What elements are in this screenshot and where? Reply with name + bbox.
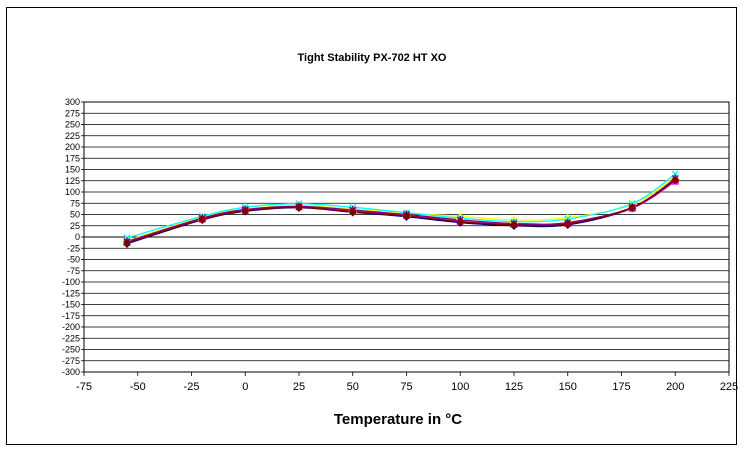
- y-tick-label: 250: [65, 120, 80, 130]
- x-tick-label: 100: [451, 381, 469, 393]
- y-tick-label: -50: [67, 255, 80, 265]
- y-tick-label: -150: [62, 300, 80, 310]
- y-tick-label: -300: [62, 367, 80, 377]
- y-tick-label: 200: [65, 142, 80, 152]
- series-line: [127, 179, 675, 242]
- data-point: [242, 208, 248, 214]
- x-tick-label: 150: [559, 381, 577, 393]
- y-tick-label: -125: [62, 288, 80, 298]
- data-point: [404, 213, 410, 219]
- axes: [81, 102, 729, 376]
- x-tick-label: 25: [293, 381, 305, 393]
- x-tick-label: 50: [347, 381, 359, 393]
- data-point: [296, 204, 302, 210]
- y-tick-label: 275: [65, 108, 80, 118]
- y-tick-label: 0: [75, 232, 80, 242]
- data-point: [511, 222, 517, 228]
- x-tick-label: 225: [720, 381, 738, 393]
- y-tick-label: -250: [62, 345, 80, 355]
- data-point: [199, 216, 205, 222]
- series-line: [127, 174, 675, 238]
- x-tick-labels: -75 -50 -25 0 25 50 75 100 125 150 175 200 225: [76, 381, 738, 393]
- series-line: [127, 176, 675, 240]
- data-point: [350, 209, 356, 215]
- y-tick-label: 150: [65, 165, 80, 175]
- y-tick-label: -25: [67, 243, 80, 253]
- y-tick-label: 125: [65, 176, 80, 186]
- x-tick-label: 175: [612, 381, 630, 393]
- y-tick-label: -275: [62, 356, 80, 366]
- y-tick-label: 175: [65, 153, 80, 163]
- data-point: [124, 240, 130, 246]
- x-tick-label: 0: [242, 381, 248, 393]
- data-point: [672, 177, 678, 183]
- y-tick-label: 300: [65, 97, 80, 107]
- y-tick-label: 50: [70, 210, 80, 220]
- x-tick-label: 200: [666, 381, 684, 393]
- data-point: [629, 205, 635, 211]
- y-tick-labels: 3002752502252001751501251007550250-25-50…: [62, 97, 80, 377]
- y-tick-label: -200: [62, 322, 80, 332]
- y-tick-label: -175: [62, 311, 80, 321]
- x-tick-label: -25: [184, 381, 200, 393]
- data-point: [565, 221, 571, 227]
- y-tick-label: -225: [62, 333, 80, 343]
- y-tick-label: -100: [62, 277, 80, 287]
- x-axis-title: Temperature in °C: [0, 411, 744, 428]
- data-point: [457, 219, 463, 225]
- series-markers: [124, 171, 679, 247]
- x-tick-label: 75: [400, 381, 412, 393]
- y-tick-label: 225: [65, 131, 80, 141]
- x-tick-label: 125: [505, 381, 523, 393]
- series-lines: [127, 174, 675, 244]
- y-tick-label: 25: [70, 221, 80, 231]
- y-tick-label: 75: [70, 198, 80, 208]
- y-tick-label: 100: [65, 187, 80, 197]
- x-tick-label: -75: [76, 381, 92, 393]
- x-tick-label: -50: [130, 381, 146, 393]
- y-tick-label: -75: [67, 266, 80, 276]
